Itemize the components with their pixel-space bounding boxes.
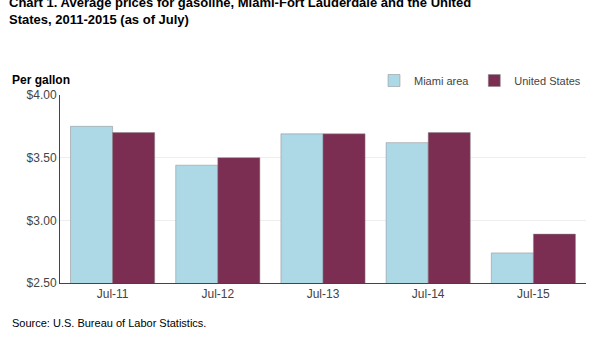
svg-text:Per gallon: Per gallon [12, 73, 70, 87]
svg-text:$4.00: $4.00 [27, 88, 57, 102]
svg-text:Jul-12: Jul-12 [201, 287, 234, 301]
svg-text:Jul-15: Jul-15 [517, 287, 550, 301]
svg-text:Chart 1. Average prices for ga: Chart 1. Average prices for gasoline, Mi… [9, 0, 471, 27]
svg-text:Jul-11: Jul-11 [97, 287, 129, 301]
svg-text:$3.50: $3.50 [27, 151, 57, 165]
svg-text:Jul-13: Jul-13 [307, 287, 340, 301]
svg-text:United States: United States [514, 75, 581, 87]
svg-text:$2.50: $2.50 [27, 276, 57, 290]
svg-text:Miami area: Miami area [414, 75, 469, 87]
svg-text:Source: U.S. Bureau of Labor S: Source: U.S. Bureau of Labor Statistics. [12, 317, 206, 329]
svg-text:Jul-14: Jul-14 [412, 287, 445, 301]
svg-text:$3.00: $3.00 [27, 214, 57, 228]
